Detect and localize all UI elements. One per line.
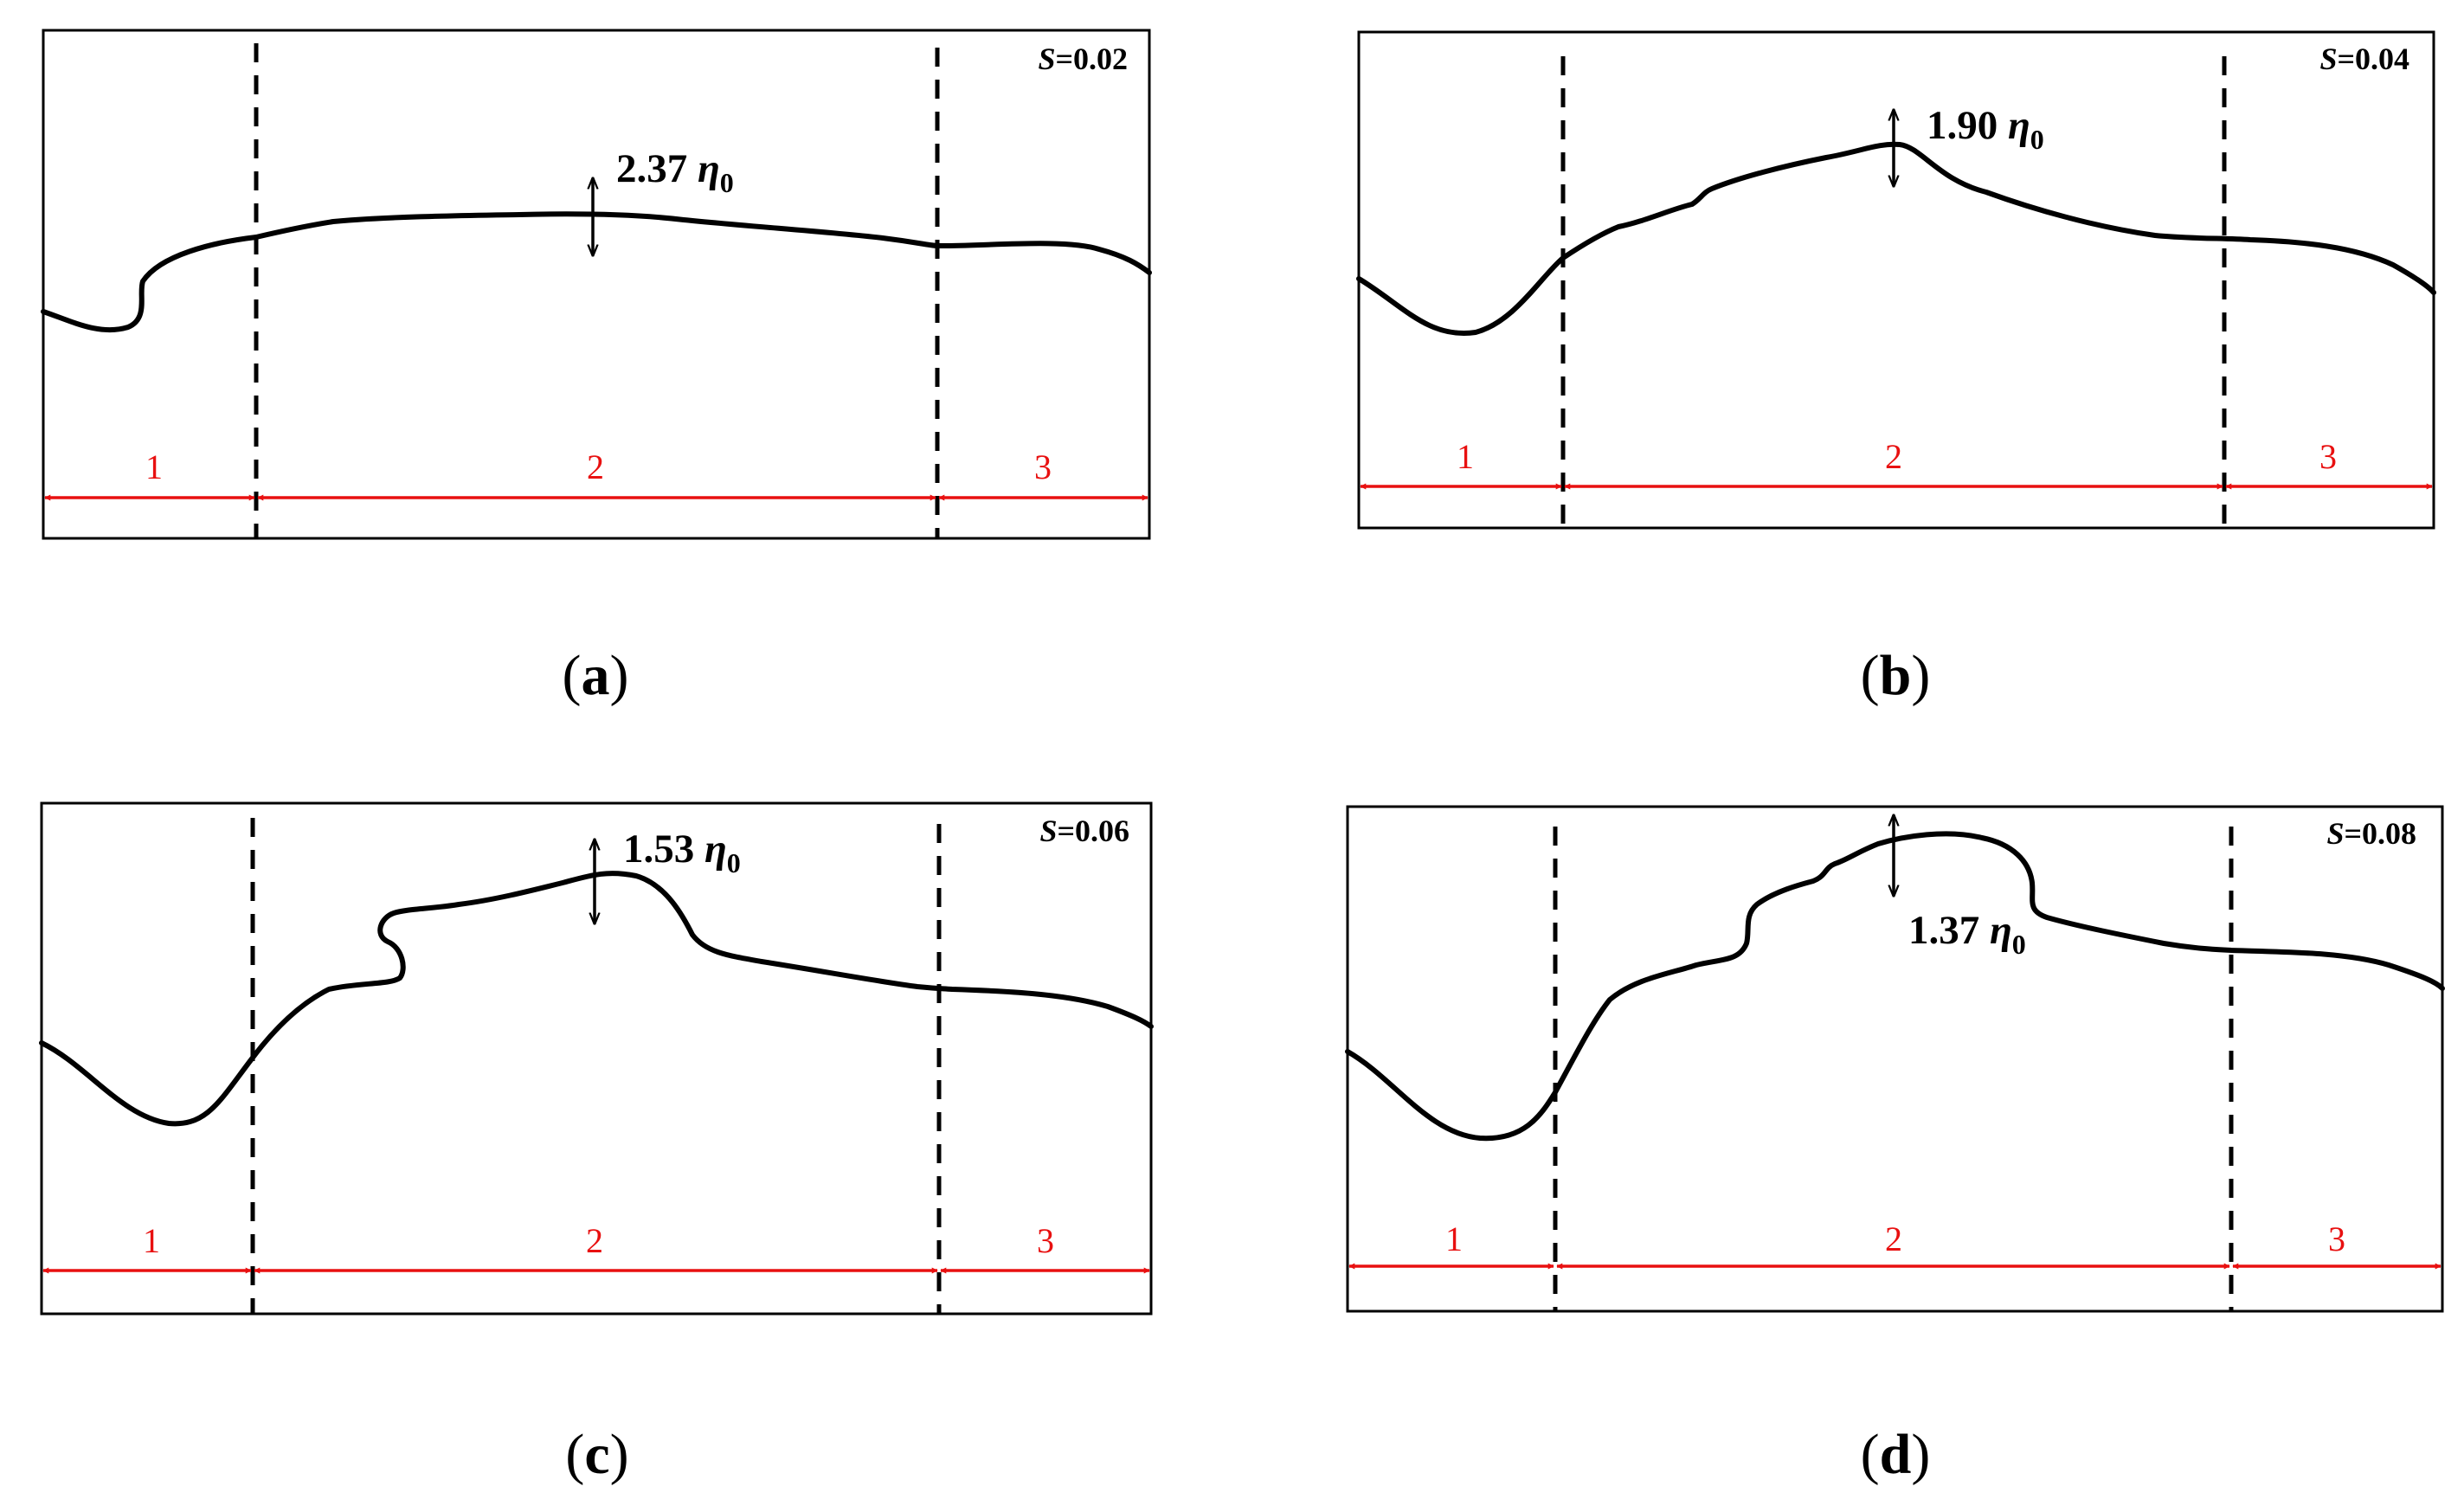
panel-d-amplitude-label: 1.37 η0 — [1908, 908, 2026, 960]
panel-c-region-1-label: 1 — [143, 1221, 160, 1260]
panel-d-free-surface-profile — [1345, 831, 2445, 1142]
panel-b-region-2-label: 2 — [1885, 437, 1902, 476]
panel-d-region-1-label: 1 — [1445, 1219, 1463, 1258]
panel-a-free-surface-profile — [41, 211, 1152, 333]
panel-c-amplitude-label: 1.53 η0 — [623, 827, 741, 878]
panel-b-region-3-label: 3 — [2319, 437, 2337, 476]
panel-c-param-label: S=0.06 — [1039, 814, 1129, 848]
panel-a-param-label: S=0.02 — [1038, 42, 1128, 76]
panel-d-caption: (d) — [1861, 1423, 1931, 1486]
panel-c-free-surface-profile — [39, 871, 1154, 1127]
panel-c-region-3-label: 3 — [1037, 1221, 1054, 1260]
panel-c-caption: (c) — [565, 1423, 628, 1486]
panel-a-frame — [42, 29, 1151, 540]
panel-a-region-2-label: 2 — [587, 447, 604, 486]
panel-a-caption: (a) — [563, 644, 629, 707]
panel-b-free-surface-profile — [1356, 141, 2436, 337]
panel-b-param-label: S=0.04 — [2319, 42, 2409, 76]
panel-b-caption: (b) — [1861, 644, 1931, 707]
panel-b-amplitude-label: 1.90 η0 — [1927, 103, 2044, 155]
panel-d-region-3-label: 3 — [2328, 1219, 2345, 1258]
panel-b-region-1-label: 1 — [1457, 437, 1474, 476]
panel-a-amplitude-label: 2.37 η0 — [616, 146, 734, 198]
panel-d-param-label: S=0.08 — [2326, 816, 2416, 851]
panel-a: 2.37 η0 S=0.02 1 2 3 (a) — [41, 29, 1152, 707]
panel-d-region-2-label: 2 — [1885, 1219, 1902, 1258]
panel-a-region-3-label: 3 — [1034, 447, 1052, 486]
panel-b: 1.90 η0 S=0.04 1 2 3 (b) — [1356, 30, 2436, 707]
panel-a-region-1-label: 1 — [145, 447, 163, 486]
panel-c-region-2-label: 2 — [586, 1221, 603, 1260]
panel-c: 1.53 η0 S=0.06 1 2 3 (c) — [39, 801, 1154, 1486]
panel-d: 1.37 η0 S=0.08 1 2 3 (d) — [1345, 805, 2445, 1486]
